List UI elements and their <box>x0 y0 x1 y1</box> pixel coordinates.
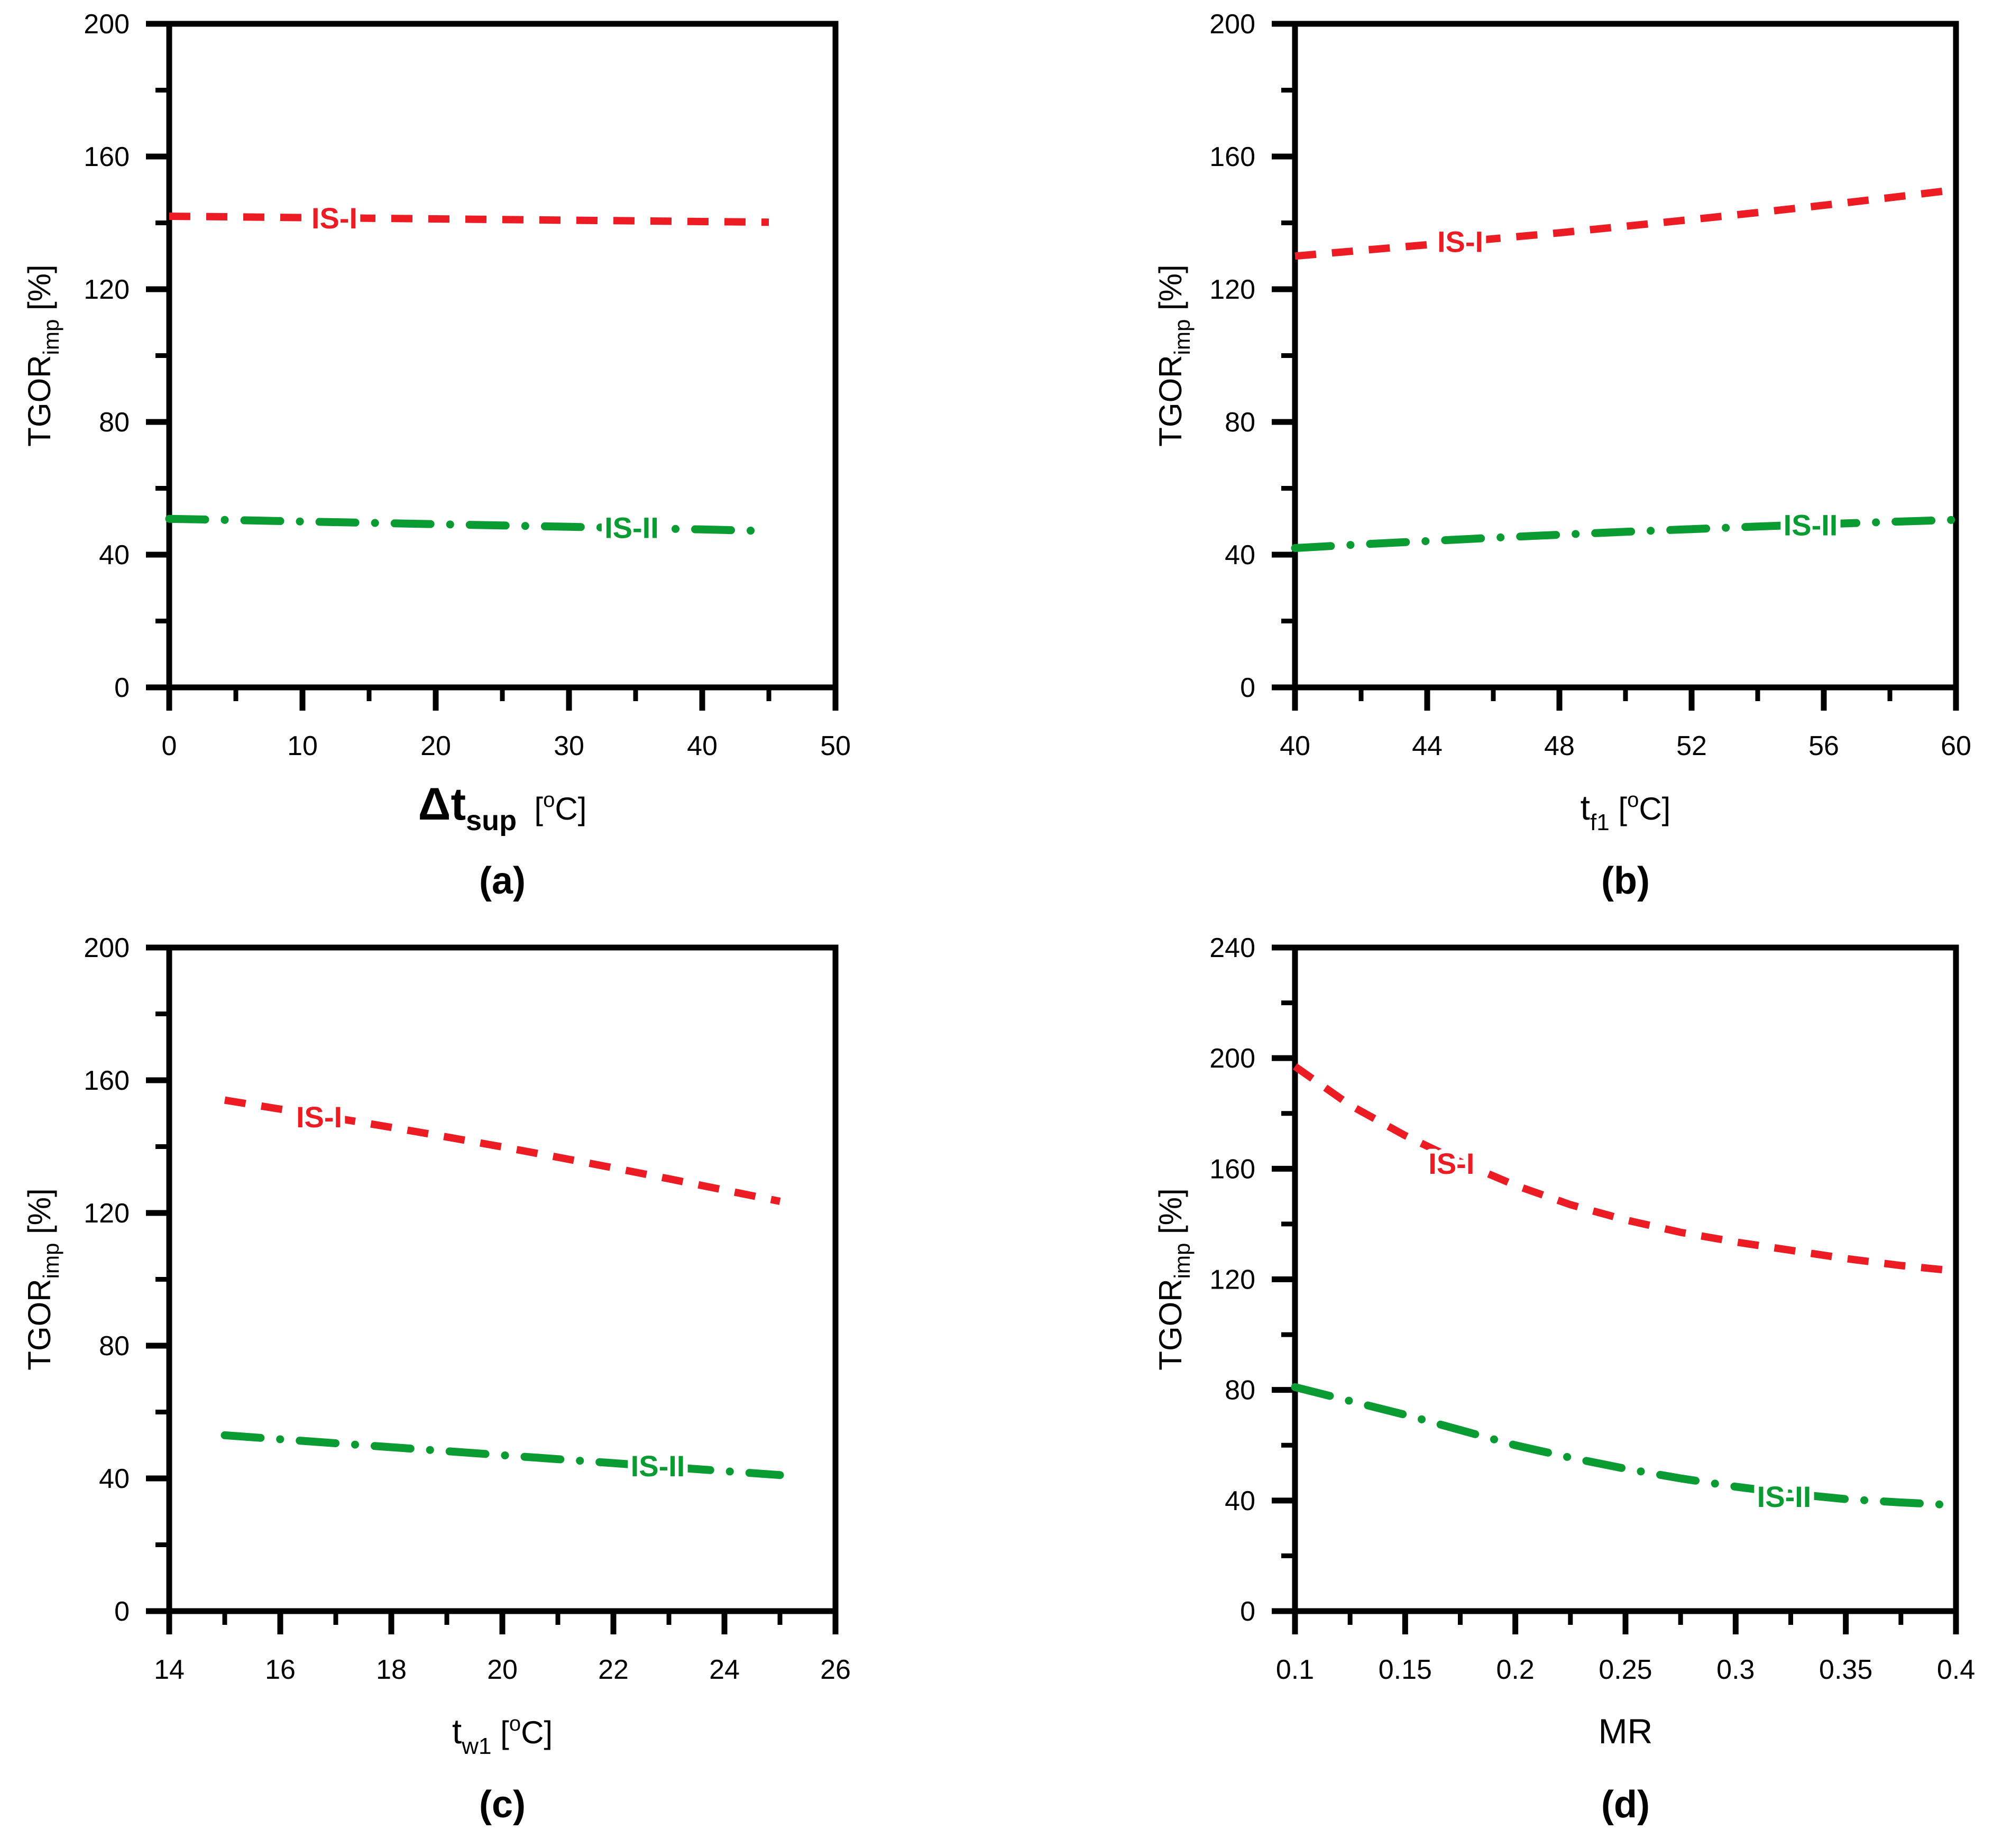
x-axis-title: tf1 [oC] <box>1581 788 1671 835</box>
y-tick-label: 0 <box>1240 673 1255 703</box>
x-tick-label: 52 <box>1676 731 1707 761</box>
y-tick-label: 40 <box>1225 1486 1255 1516</box>
x-tick-label: 48 <box>1544 731 1575 761</box>
y-tick-label: 200 <box>1209 1043 1255 1074</box>
y-tick-label: 80 <box>1225 1375 1255 1406</box>
y-tick-label: 0 <box>1240 1596 1255 1627</box>
series-line-is-ii <box>165 514 773 535</box>
y-tick-label: 0 <box>114 673 130 703</box>
y-axis-title: TGORimp [%] <box>22 264 63 446</box>
x-tick-label: 60 <box>1941 731 1971 761</box>
x-tick-label: 0.15 <box>1379 1654 1432 1685</box>
panel-letter-d: (d) <box>1601 1783 1650 1826</box>
x-tick-label: 20 <box>420 731 451 761</box>
x-tick-label: 50 <box>820 731 851 761</box>
x-tick-label: 22 <box>598 1654 629 1685</box>
series-line-is-ii <box>221 1431 784 1479</box>
y-tick-label: 200 <box>84 9 130 40</box>
x-tick-label: 26 <box>820 1654 851 1685</box>
series-label-is-i: IS-I <box>1428 1147 1474 1180</box>
y-axis-title: TGORimp [%] <box>1153 264 1195 446</box>
y-tick-label: 240 <box>1209 933 1255 963</box>
x-tick-label: 44 <box>1412 731 1443 761</box>
chart-d: 0 40 80 120 160 200 240 0.1 0.15 0.2 0.25 0.3 0.35 0.… <box>1153 933 1975 1826</box>
x-tick-label: 0.25 <box>1599 1654 1652 1685</box>
series-line-is-i <box>1294 186 1957 260</box>
plot-border <box>1292 944 1959 1614</box>
panel-d: 0 40 80 120 160 200 240 0.1 0.15 0.2 0.25 0.3 0.35 0.… <box>996 924 1993 1848</box>
y-tick-label: 160 <box>84 142 130 172</box>
y-tick-label: 120 <box>84 274 130 305</box>
series-line-is-ii <box>1291 516 1960 552</box>
x-tick-label: 10 <box>287 731 318 761</box>
y-tick-label: 40 <box>99 540 130 571</box>
series-line-is-i <box>169 213 769 226</box>
plot-border <box>1292 21 1959 691</box>
series-label-is-i: IS-I <box>296 1100 342 1134</box>
series-label-is-ii: IS-II <box>604 511 659 545</box>
x-tick-label: 0.1 <box>1276 1654 1314 1685</box>
x-tick-label: 16 <box>265 1654 296 1685</box>
x-tick-label: 0 <box>162 731 177 761</box>
y-axis-title: TGORimp [%] <box>22 1188 63 1370</box>
x-tick-label: 40 <box>687 731 718 761</box>
y-tick-label: 160 <box>1209 142 1255 172</box>
y-tick-label: 80 <box>99 407 130 438</box>
y-tick-label: 120 <box>1209 1265 1255 1295</box>
x-tick-label: 24 <box>709 1654 740 1685</box>
series-label-is-i: IS-I <box>1437 225 1483 259</box>
series-label-is-ii: IS-II <box>1757 1480 1812 1513</box>
panel-b: 0 40 80 120 160 200 40 44 48 52 56 60 IS-I IS-II tf1 [… <box>996 0 1993 924</box>
series-label-is-ii: IS-II <box>631 1449 685 1483</box>
chart-a: 0 40 80 120 160 200 0 10 20 30 40 50 IS-I IS-II Δtsup … <box>22 9 851 902</box>
y-tick-label: 120 <box>84 1198 130 1229</box>
y-tick-label: 160 <box>1209 1154 1255 1184</box>
series-line-is-i <box>224 1096 781 1205</box>
x-tick-label: 20 <box>487 1654 518 1685</box>
series-label-is-ii: IS-II <box>1784 509 1838 542</box>
x-tick-label: 0.3 <box>1716 1654 1755 1685</box>
y-tick-label: 80 <box>1225 407 1255 438</box>
x-tick-label: 0.2 <box>1496 1654 1535 1685</box>
series-line-is-ii <box>1291 1383 1960 1510</box>
panel-letter-a: (a) <box>479 860 526 902</box>
y-axis-title: TGORimp [%] <box>1153 1188 1195 1370</box>
y-tick-label: 120 <box>1209 274 1255 305</box>
y-tick-label: 40 <box>99 1464 130 1494</box>
x-tick-label: 0.4 <box>1937 1654 1975 1685</box>
panel-letter-c: (c) <box>479 1783 526 1826</box>
panel-letter-b: (b) <box>1601 860 1650 902</box>
x-tick-label: 40 <box>1280 731 1310 761</box>
plot-border <box>166 944 839 1614</box>
series-line-is-i <box>1292 1063 1957 1275</box>
y-tick-label: 40 <box>1225 540 1255 571</box>
panel-c: 0 40 80 120 160 200 14 16 18 20 22 24 26 IS-I IS-II tw1… <box>0 924 996 1848</box>
panel-a: 0 40 80 120 160 200 0 10 20 30 40 50 IS-I IS-II Δtsup … <box>0 0 996 924</box>
plot-border <box>166 21 839 691</box>
x-tick-label: 30 <box>554 731 584 761</box>
y-tick-label: 160 <box>84 1065 130 1096</box>
series-label-is-i: IS-I <box>311 201 357 235</box>
x-tick-label: 56 <box>1808 731 1839 761</box>
y-tick-label: 200 <box>84 933 130 963</box>
x-axis-title: tw1 [oC] <box>452 1712 553 1759</box>
x-tick-label: 0.35 <box>1819 1654 1872 1685</box>
chart-b: 0 40 80 120 160 200 40 44 48 52 56 60 IS-I IS-II tf1 [… <box>1153 9 1971 902</box>
y-tick-label: 200 <box>1209 9 1255 40</box>
x-axis-title: Δtsup [oC] <box>418 779 587 836</box>
y-tick-label: 0 <box>114 1596 130 1627</box>
chart-c: 0 40 80 120 160 200 14 16 18 20 22 24 26 IS-I IS-II tw1… <box>22 933 851 1826</box>
x-tick-label: 14 <box>154 1654 185 1685</box>
y-tick-label: 80 <box>99 1331 130 1362</box>
x-axis-title: MR <box>1599 1712 1653 1751</box>
x-tick-label: 18 <box>376 1654 407 1685</box>
